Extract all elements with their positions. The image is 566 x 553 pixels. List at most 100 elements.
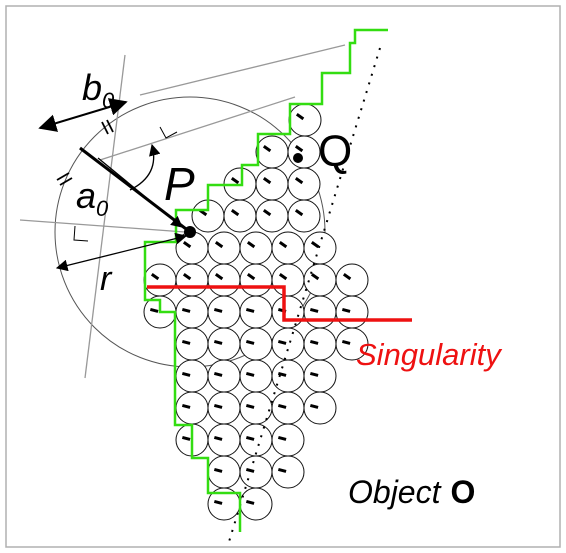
orientation-dash — [262, 209, 272, 217]
pixel-circle — [207, 359, 241, 393]
orientation-dash — [278, 273, 288, 281]
label-a0: a0 — [76, 175, 109, 221]
pixel-circle — [239, 327, 273, 361]
orientation-dash — [309, 403, 319, 409]
orientation-dash — [246, 273, 256, 281]
pixel-circle — [207, 455, 241, 489]
equal-tick-marks — [56, 119, 114, 186]
orientation-dash — [310, 273, 320, 281]
orientation-dash — [245, 435, 255, 441]
orientation-dash — [245, 371, 255, 377]
orientation-dash — [277, 339, 287, 345]
label-singularity: Singularity — [356, 337, 503, 372]
figure-frame — [5, 5, 561, 548]
pixel-circle — [207, 327, 241, 361]
orientation-dash — [341, 339, 351, 345]
pixel-circle — [207, 423, 241, 457]
orientation-dash — [150, 273, 160, 281]
a0-arrow — [97, 157, 183, 228]
orientation-dash — [262, 145, 272, 153]
distance-arrows — [38, 98, 191, 272]
pixel-circle — [303, 295, 337, 329]
pixel-circle — [175, 327, 209, 361]
orientation-dash — [245, 307, 255, 313]
pixel-circle — [175, 359, 209, 393]
orientation-dash — [213, 307, 223, 313]
orientation-dash — [295, 113, 305, 121]
pixel-circle — [288, 103, 322, 137]
pixel-circle — [175, 391, 209, 425]
singularity-line — [147, 285, 412, 322]
object-word: Object — [348, 474, 442, 510]
pixel-circle — [271, 263, 305, 297]
pixel-circle — [287, 135, 321, 169]
object-symbol: O — [450, 474, 475, 510]
orientation-dash — [294, 209, 304, 217]
orientation-dash — [182, 273, 192, 281]
orientation-dash — [342, 273, 352, 281]
orientation-dash — [277, 403, 287, 409]
pixel-circle — [207, 391, 241, 425]
pixel-boundary-staircase — [143, 28, 388, 532]
orientation-dash — [181, 403, 191, 409]
pixel-circle — [239, 455, 273, 489]
orientation-dash — [149, 307, 159, 313]
orientation-dash — [245, 339, 255, 345]
pixel-circle — [303, 231, 337, 265]
orientation-dash — [181, 339, 191, 345]
orientation-dash — [294, 177, 304, 185]
orientation-dash — [214, 241, 224, 249]
pixel-circle — [271, 359, 305, 393]
pixel-circle — [239, 263, 273, 297]
pixel-circle — [223, 199, 257, 233]
orientation-dash — [214, 273, 224, 281]
orientation-dash — [245, 403, 255, 409]
pixel-circle — [255, 199, 289, 233]
point-q — [293, 153, 303, 163]
orientation-dash — [310, 241, 320, 249]
orientation-dash — [341, 307, 351, 313]
b0-arrow — [38, 98, 128, 132]
orientation-dash — [213, 371, 223, 377]
pixel-circle — [239, 359, 273, 393]
orientation-dash — [277, 467, 287, 473]
label-r: r — [100, 260, 113, 298]
pixel-circle — [207, 263, 241, 297]
orientation-dash — [262, 177, 272, 185]
orientation-dash — [294, 145, 304, 153]
pixel-circle — [239, 295, 273, 329]
pixel-circle — [175, 295, 209, 329]
orientation-dash — [230, 209, 240, 217]
pixel-circle — [207, 295, 241, 329]
pixel-circle — [239, 487, 273, 521]
r-arrow — [55, 232, 188, 272]
orientation-dash — [213, 499, 223, 505]
pixel-circle — [239, 231, 273, 265]
orientation-dash — [213, 403, 223, 409]
pixel-circle — [287, 199, 321, 233]
pixel-circle — [143, 263, 177, 297]
orientation-dash — [213, 435, 223, 441]
pixel-circle-grid — [143, 103, 369, 521]
orientation-dash — [277, 371, 287, 377]
pixel-circle — [271, 231, 305, 265]
orientation-dash — [213, 467, 223, 473]
orientation-dash — [278, 241, 288, 249]
pixel-circle — [303, 327, 337, 361]
point-p — [184, 226, 196, 238]
orientation-dash — [181, 371, 191, 377]
orientation-dash — [181, 307, 191, 313]
pixel-circle — [303, 263, 337, 297]
pixel-circle — [287, 167, 321, 201]
orientation-dash — [309, 371, 319, 377]
pixel-circle — [335, 295, 369, 329]
pixel-circle — [271, 423, 305, 457]
pixel-circle — [175, 263, 209, 297]
pixel-circle — [271, 455, 305, 489]
pixel-circle — [271, 295, 305, 329]
pixel-circle — [335, 327, 369, 361]
pixel-circle — [271, 391, 305, 425]
pixel-circle — [303, 391, 337, 425]
pixel-circle — [303, 359, 337, 393]
